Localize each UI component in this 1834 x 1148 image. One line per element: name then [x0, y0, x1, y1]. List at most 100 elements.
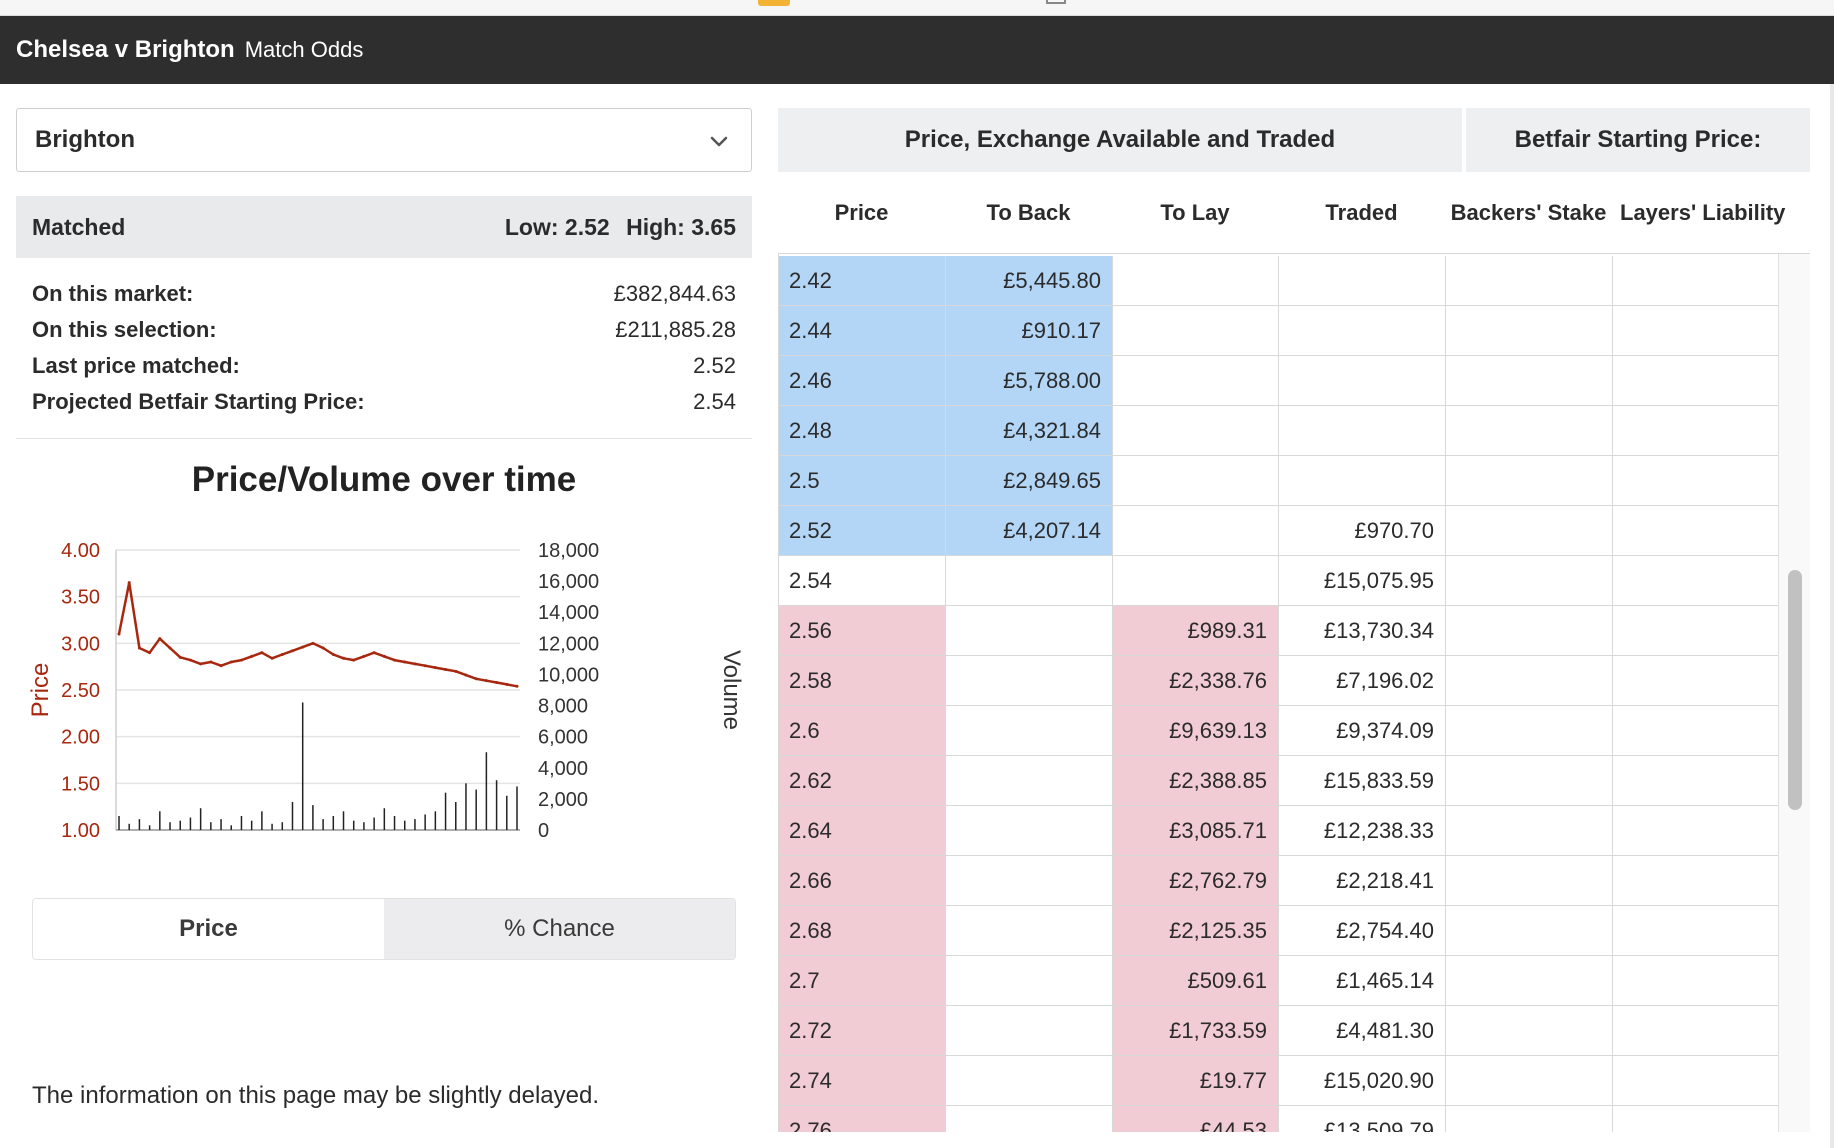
- traded-cell: £2,754.40: [1279, 906, 1446, 955]
- to-lay-cell[interactable]: £2,762.79: [1113, 856, 1279, 905]
- layers-liability-cell: [1613, 256, 1778, 305]
- price-point: [342, 656, 346, 660]
- to-back-cell[interactable]: [946, 1006, 1113, 1055]
- ladder-scrollbar[interactable]: [1778, 254, 1810, 1132]
- market-title-bar: Chelsea v Brighton Match Odds: [0, 16, 1834, 84]
- to-lay-cell[interactable]: £19.77: [1113, 1056, 1279, 1105]
- tab-document-icon[interactable]: [1046, 0, 1066, 4]
- to-lay-cell[interactable]: £509.61: [1113, 956, 1279, 1005]
- to-lay-cell[interactable]: [1113, 556, 1279, 605]
- price-cell[interactable]: 2.76: [779, 1106, 946, 1132]
- price-point: [362, 654, 366, 658]
- layers-liability-cell: [1613, 406, 1778, 455]
- price-point: [505, 682, 509, 686]
- y2-tick-label: 14,000: [538, 602, 599, 624]
- to-back-cell[interactable]: [946, 556, 1113, 605]
- to-lay-cell[interactable]: [1113, 506, 1279, 555]
- to-lay-cell[interactable]: £2,125.35: [1113, 906, 1279, 955]
- to-lay-cell[interactable]: [1113, 256, 1279, 305]
- price-cell[interactable]: 2.7: [779, 956, 946, 1005]
- to-back-cell[interactable]: £5,788.00: [946, 356, 1113, 405]
- price-cell[interactable]: 2.48: [779, 406, 946, 455]
- layers-liability-cell: [1613, 506, 1778, 555]
- to-lay-cell[interactable]: £3,085.71: [1113, 806, 1279, 855]
- price-cell[interactable]: 2.62: [779, 756, 946, 805]
- to-lay-cell[interactable]: £44.53: [1113, 1106, 1279, 1132]
- traded-cell: £13,730.34: [1279, 606, 1446, 655]
- layers-liability-cell: [1613, 706, 1778, 755]
- to-back-cell[interactable]: £4,207.14: [946, 506, 1113, 555]
- matched-low: Low: 2.52: [504, 213, 610, 240]
- backers-stake-cell: [1446, 756, 1613, 805]
- price-volume-chart: 4.00 3.50 3.00 2.50 2.00 1.50 1.00 18,000 16,000…: [16, 500, 752, 880]
- layers-liability-cell: [1613, 356, 1778, 405]
- to-back-cell[interactable]: [946, 1106, 1113, 1132]
- to-back-cell[interactable]: £2,849.65: [946, 456, 1113, 505]
- to-back-cell[interactable]: [946, 656, 1113, 705]
- price-cell[interactable]: 2.54: [779, 556, 946, 605]
- backers-stake-cell: [1446, 806, 1613, 855]
- ladder-row: 2.5 £2,849.65: [779, 456, 1778, 506]
- layers-liability-cell: [1613, 306, 1778, 355]
- price-cell[interactable]: 2.44: [779, 306, 946, 355]
- to-back-cell[interactable]: [946, 956, 1113, 1005]
- price-line: [117, 581, 518, 688]
- to-back-cell[interactable]: [946, 806, 1113, 855]
- to-lay-cell[interactable]: £989.31: [1113, 606, 1279, 655]
- stat-row: On this market: £382,844.63: [16, 276, 752, 312]
- price-cell[interactable]: 2.5: [779, 456, 946, 505]
- y2-tick-label: 6,000: [538, 727, 588, 749]
- to-back-cell[interactable]: £4,321.84: [946, 406, 1113, 455]
- to-lay-cell[interactable]: [1113, 406, 1279, 455]
- price-cell[interactable]: 2.74: [779, 1056, 946, 1105]
- to-lay-cell[interactable]: £2,388.85: [1113, 756, 1279, 805]
- price-point: [301, 645, 305, 649]
- to-lay-cell[interactable]: £1,733.59: [1113, 1006, 1279, 1055]
- ladder-row: 2.52 £4,207.14 £970.70: [779, 506, 1778, 556]
- to-back-cell[interactable]: [946, 756, 1113, 805]
- backers-stake-cell: [1446, 506, 1613, 555]
- price-mode-button[interactable]: Price: [33, 899, 384, 959]
- backers-stake-cell: [1446, 456, 1613, 505]
- price-cell[interactable]: 2.6: [779, 706, 946, 755]
- chance-mode-button[interactable]: % Chance: [384, 899, 735, 959]
- backers-stake-cell: [1446, 1056, 1613, 1105]
- price-cell[interactable]: 2.58: [779, 656, 946, 705]
- price-cell[interactable]: 2.64: [779, 806, 946, 855]
- to-back-cell[interactable]: [946, 706, 1113, 755]
- ladder-row: 2.46 £5,788.00: [779, 356, 1778, 406]
- price-cell[interactable]: 2.46: [779, 356, 946, 405]
- price-cell[interactable]: 2.56: [779, 606, 946, 655]
- traded-cell: £4,481.30: [1279, 1006, 1446, 1055]
- price-cell[interactable]: 2.66: [779, 856, 946, 905]
- to-back-cell[interactable]: [946, 1056, 1113, 1105]
- price-point: [229, 660, 233, 664]
- layers-liability-cell: [1613, 556, 1778, 605]
- to-lay-cell[interactable]: £2,338.76: [1113, 656, 1279, 705]
- to-lay-cell[interactable]: [1113, 356, 1279, 405]
- traded-cell: [1279, 456, 1446, 505]
- to-back-cell[interactable]: £910.17: [946, 306, 1113, 355]
- y2-axis-title: Volume: [718, 650, 745, 730]
- price-point: [290, 649, 294, 653]
- y-tick-label: 3.50: [61, 587, 100, 609]
- tab-favicon-icon[interactable]: [758, 0, 790, 6]
- to-lay-cell[interactable]: [1113, 456, 1279, 505]
- traded-cell: £1,465.14: [1279, 956, 1446, 1005]
- price-cell[interactable]: 2.52: [779, 506, 946, 555]
- price-cell[interactable]: 2.68: [779, 906, 946, 955]
- scrollbar-thumb[interactable]: [1788, 570, 1802, 810]
- to-back-cell[interactable]: [946, 856, 1113, 905]
- price-cell[interactable]: 2.72: [779, 1006, 946, 1055]
- to-back-cell[interactable]: £5,445.80: [946, 256, 1113, 305]
- to-back-cell[interactable]: [946, 906, 1113, 955]
- to-back-cell[interactable]: [946, 606, 1113, 655]
- runner-select[interactable]: Brighton: [16, 108, 752, 172]
- stat-row: Last price matched: 2.52: [16, 348, 752, 384]
- price-point: [209, 660, 213, 664]
- price-cell[interactable]: 2.42: [779, 256, 946, 305]
- to-lay-cell[interactable]: £9,639.13: [1113, 706, 1279, 755]
- backers-stake-cell: [1446, 906, 1613, 955]
- to-lay-cell[interactable]: [1113, 306, 1279, 355]
- y2-tick-label: 4,000: [538, 758, 588, 780]
